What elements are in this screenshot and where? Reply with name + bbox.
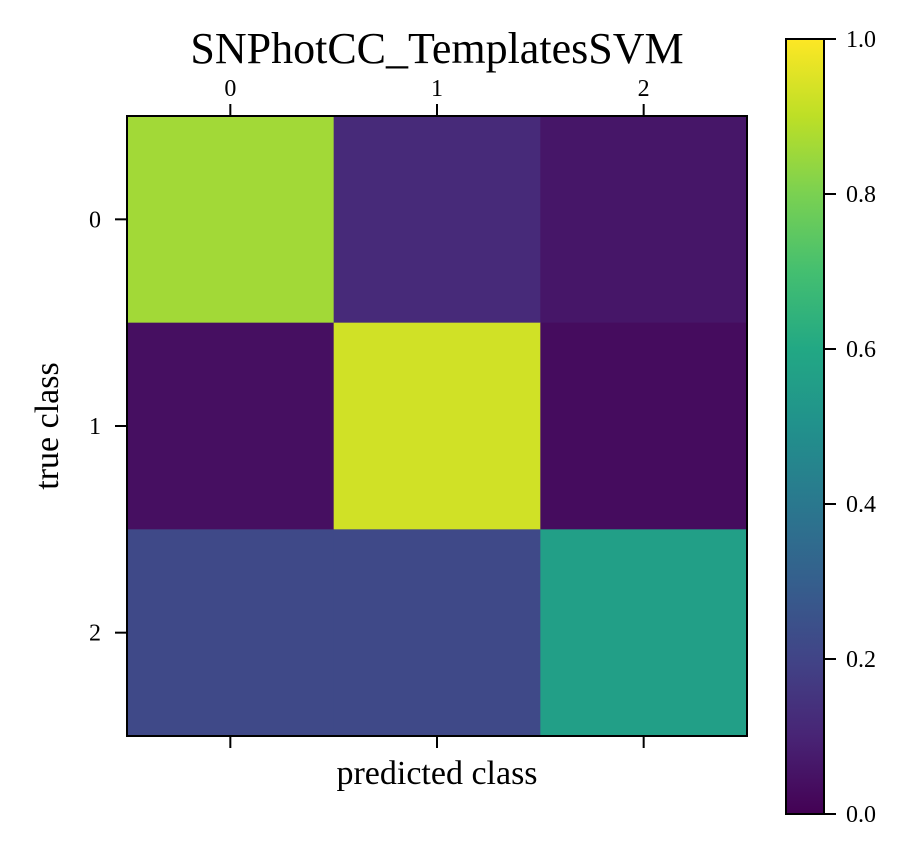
x-axis-label: predicted class <box>336 755 537 792</box>
x-tick-label-0: 0 <box>224 76 236 102</box>
heatmap-cells <box>127 116 748 737</box>
y-tick-label-2: 2 <box>89 621 101 647</box>
heatmap-cell-2-0 <box>127 529 335 737</box>
heatmap-cell-2-2 <box>540 529 748 737</box>
axis-ticks: 0 1 2 0 1 2 <box>89 76 650 748</box>
heatmap-cell-2-1 <box>333 529 541 737</box>
colorbar-tick-label-0: 0.0 <box>846 802 876 828</box>
x-tick-label-1: 1 <box>431 76 443 102</box>
y-tick-label-0: 0 <box>89 207 101 233</box>
colorbar <box>785 38 825 815</box>
chart-title: SNPhotCC_TemplatesSVM <box>190 24 683 73</box>
heatmap-cell-1-2 <box>540 322 748 530</box>
heatmap-cell-1-1 <box>333 322 541 530</box>
colorbar-ticks: 0.0 0.2 0.4 0.6 0.8 1.0 <box>824 27 876 828</box>
colorbar-tick-label-5: 1.0 <box>846 27 876 53</box>
y-tick-label-1: 1 <box>89 414 101 440</box>
heatmap-cell-1-0 <box>127 322 335 530</box>
colorbar-tick-label-3: 0.6 <box>846 337 876 363</box>
x-tick-label-2: 2 <box>638 76 650 102</box>
y-axis-label: true class <box>29 362 66 489</box>
colorbar-tick-label-4: 0.8 <box>846 182 876 208</box>
heatmap-cell-0-1 <box>333 116 541 324</box>
heatmap-cell-0-2 <box>540 116 748 324</box>
heatmap-cell-0-0 <box>127 116 335 324</box>
colorbar-tick-label-1: 0.2 <box>846 647 876 673</box>
colorbar-tick-label-2: 0.4 <box>846 492 876 518</box>
